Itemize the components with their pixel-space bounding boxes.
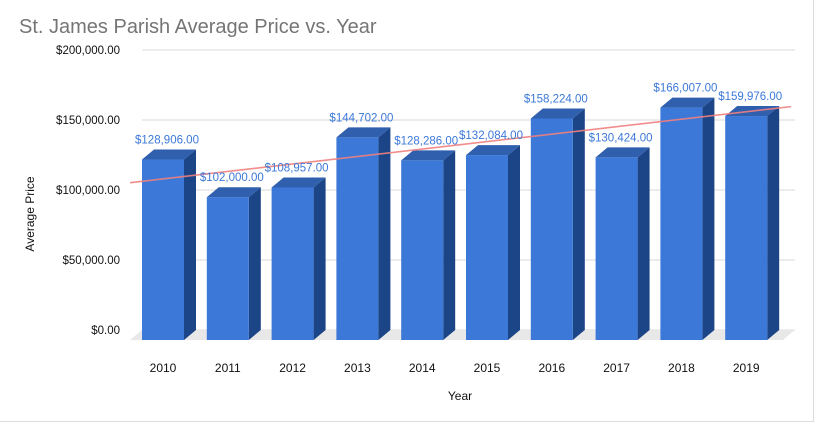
- bar-front: [336, 137, 379, 340]
- bar-side: [378, 127, 391, 340]
- x-axis-ticks: 2010 2011 2012 2013 2014 2015 2016 2017 2018 2019: [150, 361, 760, 375]
- bar: [725, 106, 780, 340]
- bar-front: [595, 157, 638, 340]
- bar-top: [271, 177, 326, 188]
- bar-front: [401, 160, 444, 340]
- bar-side: [313, 177, 326, 340]
- bar-front: [466, 155, 508, 340]
- data-label: $128,906.00: [135, 135, 199, 147]
- data-label: $132,084.00: [459, 130, 523, 142]
- x-tick-label: 2019: [733, 361, 760, 375]
- bar: [336, 127, 391, 340]
- data-label: $158,224.00: [524, 93, 588, 105]
- data-label: $166,007.00: [653, 83, 717, 95]
- y-tick-label: $200,000.00: [56, 45, 120, 57]
- bar: [142, 149, 196, 340]
- bar-side: [767, 106, 780, 340]
- data-label: $128,286.00: [394, 135, 458, 147]
- bar-top: [336, 127, 391, 138]
- bar: [530, 108, 585, 341]
- data-label: $144,702.00: [329, 112, 393, 124]
- bar: [595, 147, 650, 340]
- data-label: $108,957.00: [265, 162, 329, 174]
- trendline-path: [130, 105, 792, 184]
- bar: [660, 97, 715, 340]
- x-tick-label: 2015: [474, 361, 501, 375]
- bar-side: [508, 145, 520, 340]
- y-tick-label: $50,000.00: [62, 255, 120, 267]
- bar-side: [702, 97, 715, 340]
- bar-top: [142, 149, 196, 160]
- y-axis-ticks: $0.00 $50,000.00 $100,000.00 $150,000.00 $20…: [56, 45, 120, 337]
- x-tick-label: 2011: [215, 361, 241, 375]
- bar-top: [660, 97, 715, 108]
- data-label: $130,424.00: [589, 132, 653, 144]
- bar-top: [466, 145, 520, 156]
- bar-front: [142, 159, 184, 340]
- x-axis-title: Year: [448, 389, 472, 403]
- bar-side: [184, 149, 196, 340]
- data-label: $102,000.00: [200, 172, 264, 184]
- bar-side: [572, 108, 585, 341]
- bar-front: [725, 116, 768, 340]
- bar-front: [660, 107, 703, 340]
- x-tick-label: 2013: [344, 361, 371, 375]
- bar: [401, 150, 456, 340]
- bar-top: [595, 147, 650, 158]
- bar-front: [271, 187, 314, 340]
- trendline: [130, 105, 792, 184]
- x-tick-label: 2017: [603, 361, 630, 375]
- bar-side: [637, 147, 650, 340]
- bar-top: [206, 187, 261, 198]
- x-tick-label: 2010: [150, 361, 177, 375]
- y-tick-label: $150,000.00: [56, 115, 120, 127]
- bar: [466, 145, 520, 340]
- bar-front: [530, 118, 573, 341]
- bar: [271, 177, 326, 340]
- y-tick-label: $100,000.00: [56, 185, 120, 197]
- data-label: $159,976.00: [718, 91, 782, 103]
- x-tick-label: 2014: [409, 361, 436, 375]
- x-tick-label: 2012: [279, 361, 306, 375]
- y-tick-label: $0.00: [91, 325, 120, 337]
- data-labels: $128,906.00 $102,000.00$108,957.00 $144,70…: [135, 83, 782, 185]
- bar-top: [530, 108, 585, 119]
- x-tick-label: 2016: [538, 361, 565, 375]
- bar-side: [248, 187, 261, 340]
- bars: [142, 97, 780, 341]
- chart-title: St. James Parish Average Price vs. Year: [19, 16, 377, 38]
- bar-top: [401, 150, 456, 161]
- x-tick-label: 2018: [668, 361, 695, 375]
- bar-front: [206, 197, 249, 340]
- y-axis-title: Average Price: [23, 176, 37, 251]
- bar: [206, 187, 261, 340]
- bar-side: [443, 150, 456, 340]
